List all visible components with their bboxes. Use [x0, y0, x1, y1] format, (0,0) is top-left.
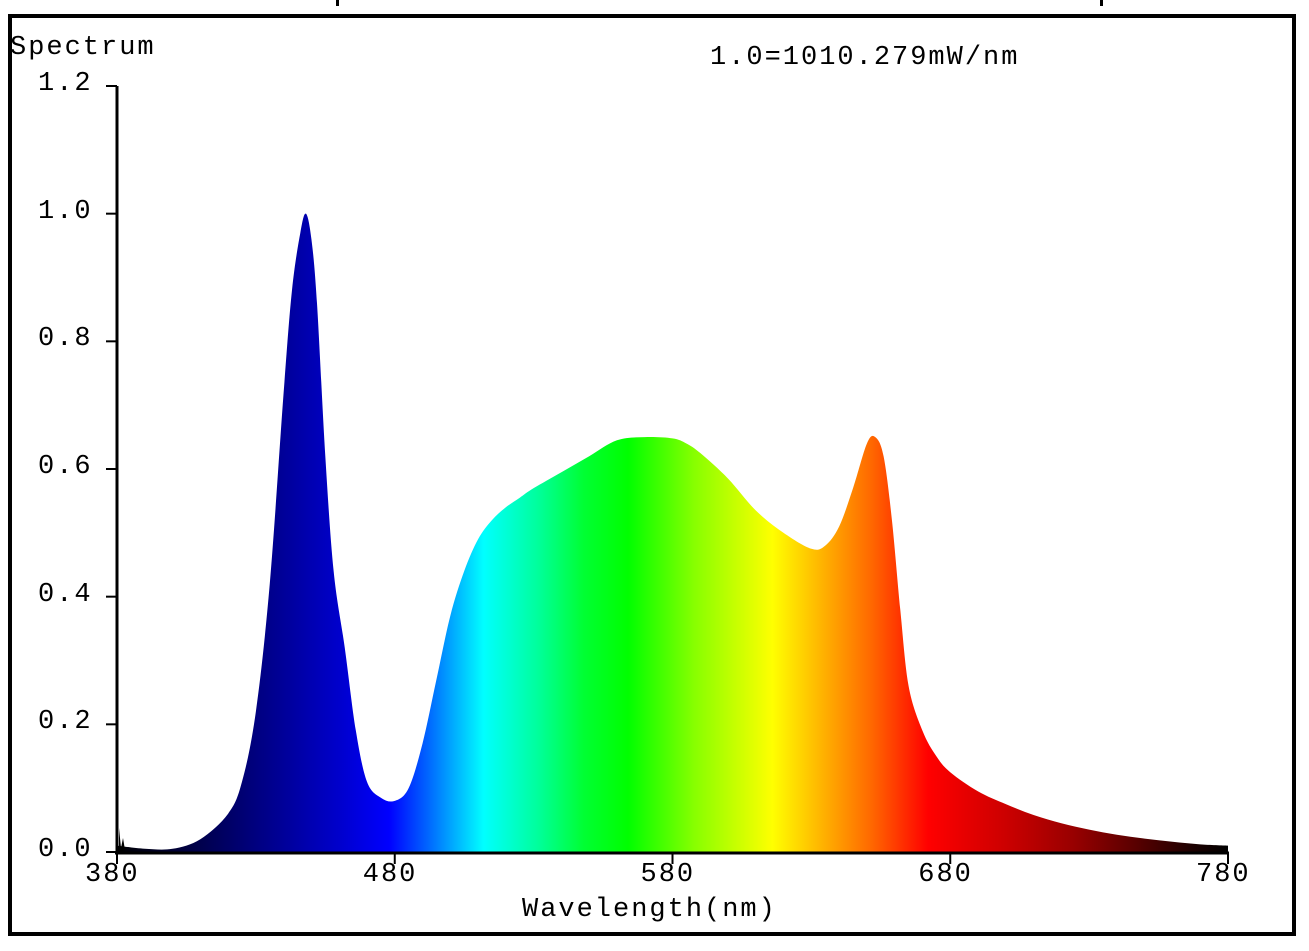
- x-tick-label: 780: [1196, 860, 1251, 890]
- y-tick-label: 1.0: [38, 196, 93, 227]
- y-tick-label: 0.4: [38, 579, 93, 610]
- noise-spike: [119, 828, 125, 852]
- x-tick-label: 480: [362, 860, 418, 890]
- x-tick-label: 580: [640, 860, 696, 890]
- scale-annotation: 1.0=1010.279mW/nm: [710, 43, 1020, 73]
- x-tick-label: 380: [85, 860, 140, 890]
- x-axis-label: Wavelength(nm): [522, 895, 777, 925]
- x-ticks: [116, 852, 1229, 864]
- y-tick-label: 1.2: [38, 69, 93, 99]
- y-tick-label: 0.2: [38, 707, 93, 738]
- y-ticks: [106, 85, 117, 853]
- spectrum-area: [117, 213, 1228, 852]
- clipped-title-mark-right: [1100, 0, 1103, 6]
- top-margin: [0, 0, 1309, 12]
- y-axis-label: Spectrum: [10, 33, 156, 63]
- x-tick-label: 680: [918, 860, 973, 890]
- y-tick-label: 0.0: [38, 835, 93, 865]
- clipped-title-mark-left: [336, 0, 339, 6]
- y-tick-label: 0.6: [38, 452, 93, 482]
- y-tick-label: 0.8: [38, 324, 93, 355]
